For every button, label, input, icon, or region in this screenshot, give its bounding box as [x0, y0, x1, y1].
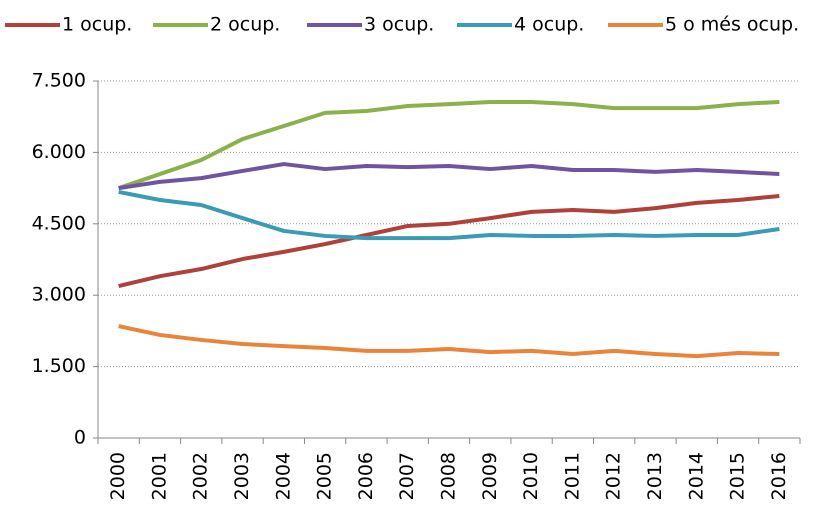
- y-tick-label: 6.000: [32, 141, 86, 163]
- x-tick-label: 2010: [520, 452, 542, 500]
- x-tick-label: 2003: [231, 452, 253, 500]
- x-tick-label: 2014: [685, 452, 707, 500]
- series-line: [118, 189, 780, 241]
- legend-label: 2 ocup.: [210, 14, 280, 36]
- x-tick-label: 2008: [438, 452, 460, 500]
- series-line: [118, 162, 780, 191]
- series-line: [118, 324, 780, 359]
- y-tick-label: 7.500: [32, 70, 86, 92]
- x-tick-label: 2006: [355, 452, 377, 500]
- legend-label: 1 ocup.: [62, 14, 132, 36]
- legend-label: 3 ocup.: [364, 14, 434, 36]
- y-tick-label: 4.500: [32, 212, 86, 234]
- y-tick-label: 0: [74, 427, 86, 449]
- x-tick-label: 2015: [727, 452, 749, 500]
- series-line: [118, 99, 780, 190]
- legend-label: 5 o més ocup.: [665, 14, 799, 36]
- x-tick-label: 2004: [272, 452, 294, 500]
- x-tick-label: 2000: [107, 452, 129, 500]
- y-tick-label: 3.000: [32, 284, 86, 306]
- x-tick-label: 2002: [190, 452, 212, 500]
- y-tick-label: 1.500: [32, 355, 86, 377]
- x-tick-label: 2012: [603, 452, 625, 500]
- x-tick-label: 2001: [148, 452, 170, 500]
- x-tick-label: 2016: [768, 452, 790, 500]
- x-tick-label: 2009: [479, 452, 501, 500]
- x-tick-label: 2011: [561, 452, 583, 500]
- legend-label: 4 ocup.: [514, 14, 584, 36]
- x-tick-label: 2005: [314, 452, 336, 500]
- x-tick-label: 2007: [396, 452, 418, 500]
- x-tick-label: 2013: [644, 452, 666, 500]
- series-line: [118, 193, 780, 288]
